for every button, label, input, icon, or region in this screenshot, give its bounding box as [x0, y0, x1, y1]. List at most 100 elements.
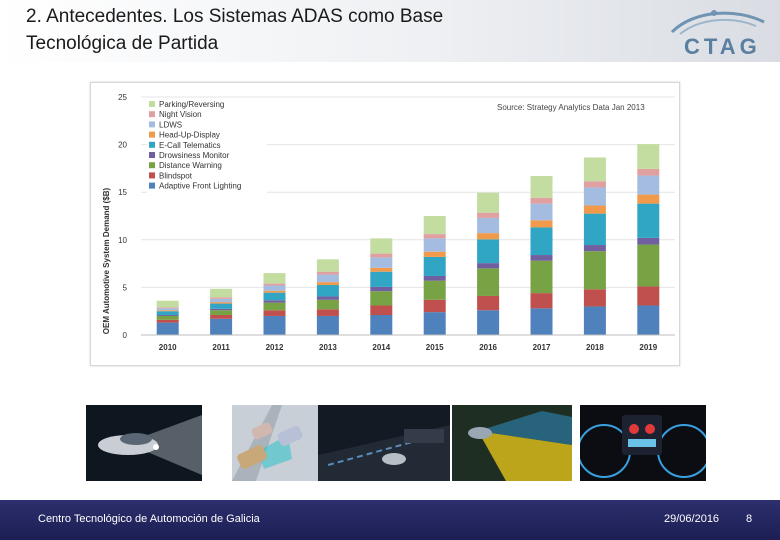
bar-segment-2016-1	[477, 295, 500, 311]
bar-segment-2013-1	[316, 309, 339, 316]
bar-segment-2017-6	[530, 203, 553, 221]
slide-title-line-2: Tecnológica de Partida	[26, 33, 219, 54]
headlights-image	[86, 405, 202, 481]
legend-swatch	[149, 141, 155, 148]
bar-segment-2017-8	[530, 176, 553, 198]
night-highway-image	[318, 405, 450, 481]
legend-swatch	[149, 101, 155, 107]
legend-swatch	[149, 162, 155, 169]
slide-footer: Centro Tecnológico de Automoción de Gali…	[0, 500, 780, 540]
legend-background	[147, 99, 267, 194]
bar-segment-2012-3	[263, 300, 286, 303]
bar-segment-2015-3	[423, 275, 446, 281]
footer-page-number: 8	[746, 513, 753, 525]
bar-segment-2012-4	[263, 292, 286, 301]
bar-segment-2012-1	[263, 310, 286, 316]
bar-segment-2010-4	[156, 311, 179, 316]
bar-segment-2013-6	[316, 274, 339, 283]
bar-segment-2011-4	[210, 303, 233, 309]
x-tick-label: 2018	[586, 343, 604, 352]
thumbnail-instrument-cluster	[580, 405, 706, 481]
bar-segment-2010-7	[156, 307, 179, 309]
bar-segment-2015-2	[423, 280, 446, 300]
chart-bars	[156, 144, 660, 335]
source-note: Source: Strategy Analytics Data Jan 2013	[497, 103, 645, 112]
y-tick-label: 25	[118, 93, 127, 102]
legend-label: Blindspot	[159, 171, 193, 180]
footer-date: 29/06/2016	[664, 513, 720, 525]
bar-segment-2012-6	[263, 285, 286, 291]
bar-segment-2015-0	[423, 312, 446, 335]
bar-segment-2011-0	[210, 318, 233, 335]
y-tick-label: 15	[118, 188, 127, 197]
bar-segment-2015-6	[423, 238, 446, 252]
bar-segment-2019-0	[637, 305, 660, 335]
bar-segment-2014-5	[370, 267, 393, 272]
bar-segment-2019-6	[637, 175, 660, 195]
bar-segment-2017-4	[530, 227, 553, 256]
legend-swatch	[149, 121, 155, 128]
bar-segment-2017-7	[530, 197, 553, 204]
ctag-logo-text: CTAG	[684, 34, 761, 59]
legend-swatch	[149, 152, 155, 158]
bar-segment-2016-8	[477, 192, 500, 213]
bar-segment-2015-1	[423, 299, 446, 313]
bar-segment-2013-3	[316, 296, 339, 300]
x-tick-label: 2012	[266, 343, 284, 352]
bar-segment-2010-8	[156, 300, 179, 308]
y-tick-label: 10	[118, 236, 127, 245]
bar-segment-2017-3	[530, 255, 553, 261]
bar-segment-2012-0	[263, 315, 286, 335]
legend-swatch	[149, 111, 155, 118]
x-tick-label: 2015	[426, 343, 444, 352]
bar-segment-2010-1	[156, 319, 179, 323]
bar-segment-2014-2	[370, 291, 393, 306]
y-axis-label: OEM Automotive System Demand ($B)	[102, 187, 111, 334]
bar-segment-2011-7	[210, 297, 233, 299]
legend-swatch	[149, 182, 155, 189]
bar-segment-2014-3	[370, 286, 393, 292]
legend-label: LDWS	[159, 120, 182, 129]
bar-segment-2014-4	[370, 271, 393, 287]
bar-segment-2012-8	[263, 273, 286, 284]
bar-segment-2010-2	[156, 315, 179, 320]
bar-segment-2010-6	[156, 308, 179, 311]
bar-segment-2019-5	[637, 194, 660, 204]
bar-segment-2016-6	[477, 217, 500, 234]
bar-segment-2016-5	[477, 233, 500, 240]
x-tick-label: 2013	[319, 343, 337, 352]
bar-segment-2011-2	[210, 310, 233, 316]
bar-segment-2018-1	[583, 289, 606, 307]
blindspot-image	[232, 405, 318, 481]
bar-segment-2015-8	[423, 216, 446, 235]
bar-segment-2014-0	[370, 315, 393, 335]
legend-label: Head-Up-Display	[159, 131, 220, 140]
thumbnail-headlights	[86, 405, 202, 481]
bar-segment-2019-7	[637, 168, 660, 176]
y-tick-label: 5	[123, 283, 128, 292]
bar-segment-2012-7	[263, 283, 286, 286]
bar-segment-2017-5	[530, 220, 553, 228]
bar-segment-2011-3	[210, 308, 233, 311]
legend-label: Adaptive Front Lighting	[159, 182, 241, 191]
thumbnail-night-highway	[318, 405, 450, 481]
bar-segment-2016-0	[477, 310, 500, 335]
bar-segment-2016-7	[477, 212, 500, 218]
bar-segment-2014-8	[370, 238, 393, 254]
bar-segment-2010-5	[156, 310, 179, 312]
x-tick-label: 2019	[639, 343, 657, 352]
slide-header: 2. Antecedentes. Los Sistemas ADAS como …	[0, 0, 780, 62]
y-tick-label: 20	[118, 141, 127, 150]
bar-segment-2018-5	[583, 205, 606, 214]
legend-label: Distance Warning	[159, 161, 222, 170]
bar-segment-2017-0	[530, 308, 553, 335]
bar-segment-2015-4	[423, 256, 446, 276]
bar-segment-2019-8	[637, 144, 660, 169]
bar-segment-2011-6	[210, 298, 233, 303]
bar-segment-2018-4	[583, 213, 606, 246]
ctag-logo: CTAG	[666, 4, 770, 60]
x-tick-label: 2017	[533, 343, 551, 352]
legend-label: Parking/Reversing	[159, 100, 224, 109]
bar-segment-2012-5	[263, 290, 286, 293]
